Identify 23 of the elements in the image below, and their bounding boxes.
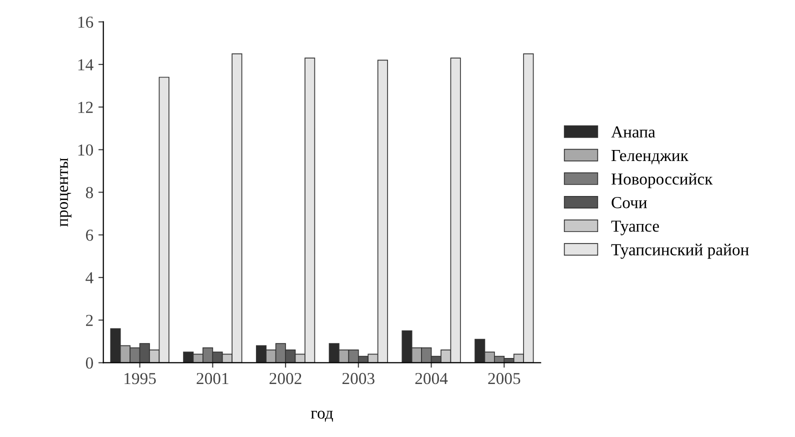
legend-label: Геленджик [611, 150, 688, 164]
x-tick-label: 1995 [124, 372, 156, 384]
y-tick-label: 12 [78, 102, 93, 113]
legend-label: Анапа [611, 126, 656, 138]
y-tick-label: 10 [78, 144, 93, 156]
x-tick-label: 2005 [488, 372, 520, 384]
y-tick-label: 8 [86, 186, 93, 198]
x-axis-title: год [310, 410, 333, 422]
y-tick-label: 4 [86, 272, 94, 284]
legend-label: Туапсе [611, 220, 659, 236]
y-tick-label: 2 [86, 314, 93, 326]
x-tick-label: 2001 [196, 372, 228, 384]
legend-label: Сочи [612, 197, 647, 208]
legend-label: Новороссийск [611, 173, 713, 188]
y-tick-label: 16 [78, 16, 94, 28]
x-tick-label: 2003 [342, 372, 374, 384]
x-tick-label: 2002 [270, 372, 302, 384]
y-axis-title: проценты [60, 158, 72, 227]
y-tick-label: 6 [86, 230, 94, 241]
y-tick-label: 0 [86, 357, 93, 369]
legend-label: Туапсинский район [611, 244, 749, 259]
y-tick-label: 14 [78, 59, 94, 70]
x-tick-label: 2004 [415, 372, 448, 384]
